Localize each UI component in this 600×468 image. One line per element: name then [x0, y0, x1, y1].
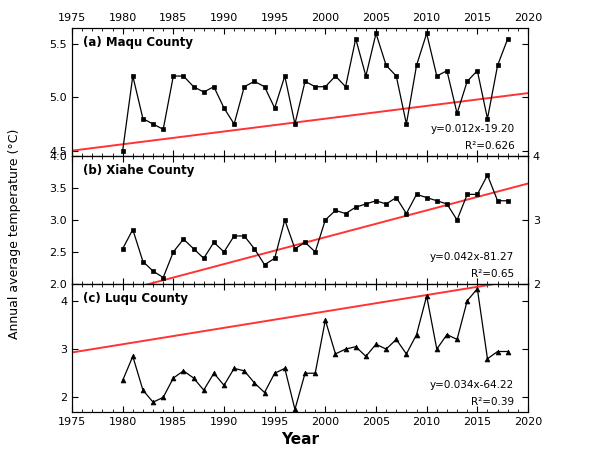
Text: Annual average temperature (°C): Annual average temperature (°C)	[8, 129, 22, 339]
Text: R²=0.65: R²=0.65	[471, 269, 514, 279]
Text: R²=0.626: R²=0.626	[464, 141, 514, 151]
Text: y=0.042x-81.27: y=0.042x-81.27	[430, 252, 514, 262]
Text: y=0.034x-64.22: y=0.034x-64.22	[430, 380, 514, 390]
Text: y=0.012x-19.20: y=0.012x-19.20	[430, 124, 514, 134]
Text: (a) Maqu County: (a) Maqu County	[83, 36, 193, 49]
Text: (c) Luqu County: (c) Luqu County	[83, 292, 188, 305]
Text: (b) Xiahe County: (b) Xiahe County	[83, 164, 195, 177]
Text: R²=0.39: R²=0.39	[471, 397, 514, 407]
X-axis label: Year: Year	[281, 432, 319, 447]
